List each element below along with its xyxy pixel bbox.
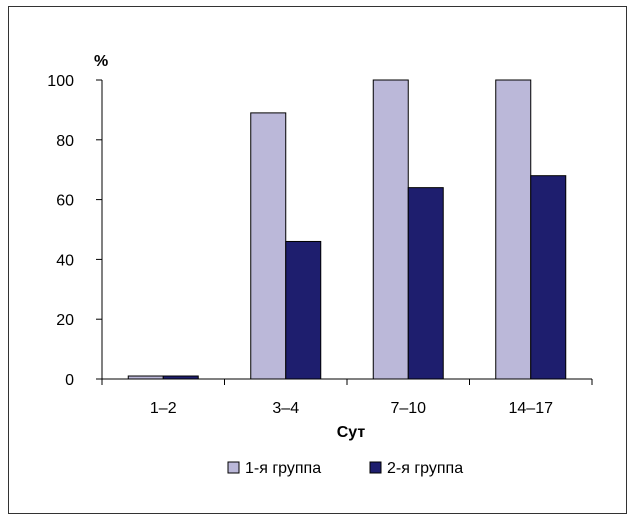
y-axis-label: % <box>94 53 108 70</box>
bar-series-2-3 <box>407 187 444 380</box>
legend-label-group-2: 2-я группа <box>387 460 463 477</box>
chart-frame <box>8 6 627 514</box>
y-tick-label: 20 <box>56 312 74 329</box>
x-axis-label: Сут <box>337 424 366 441</box>
legend-swatch-group-2 <box>369 461 382 474</box>
y-tick-label: 60 <box>56 193 74 210</box>
y-tick-label: 40 <box>56 252 74 269</box>
bar-series-1-4 <box>495 79 532 380</box>
x-tick-label: 3–4 <box>272 400 299 417</box>
bar-series-1-3 <box>372 79 409 380</box>
bar-series-2-2 <box>285 240 322 380</box>
bar-series-1-2 <box>250 112 287 380</box>
x-tick-label: 7–10 <box>390 400 426 417</box>
legend-swatch-group-1 <box>227 461 240 474</box>
x-axis: 1–2 3–4 7–10 14–17 <box>101 378 593 417</box>
y-axis: 0 20 40 60 80 100 <box>47 73 103 389</box>
y-tick-label: 0 <box>65 372 74 389</box>
bars <box>127 79 567 380</box>
y-tick-label: 100 <box>47 73 74 90</box>
bar-series-2-1 <box>162 375 199 380</box>
bar-series-1-1 <box>127 375 164 380</box>
legend-label-group-1: 1-я группа <box>245 460 321 477</box>
legend: 1-я группа 2-я группа <box>227 460 463 477</box>
x-tick-label: 1–2 <box>150 400 177 417</box>
bar-series-2-4 <box>530 175 567 380</box>
x-tick-label: 14–17 <box>509 400 554 417</box>
y-tick-label: 80 <box>56 133 74 150</box>
